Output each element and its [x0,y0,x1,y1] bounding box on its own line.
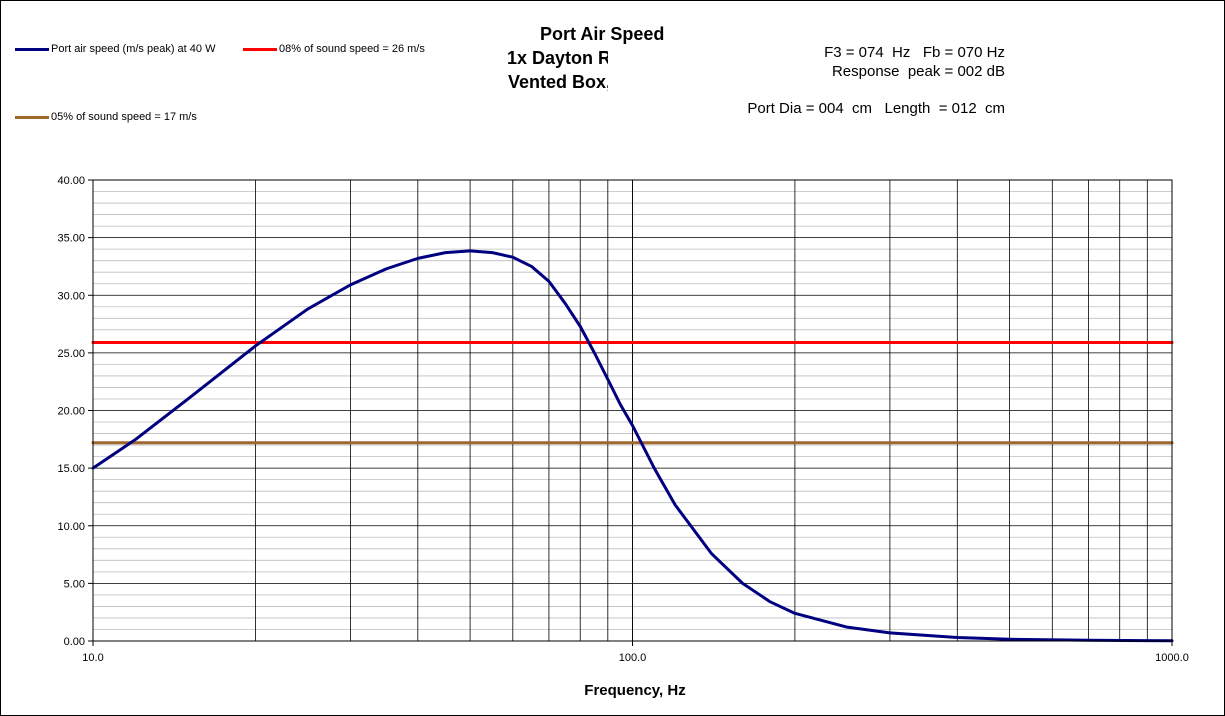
y-tick-label: 40.00 [57,175,85,187]
y-tick-label: 25.00 [57,348,85,360]
y-tick-label: 20.00 [57,406,85,418]
y-tick-label: 30.00 [57,290,85,302]
x-tick-label: 1000.0 [1155,652,1189,664]
legend-swatch [15,115,49,119]
y-tick-label: 35.00 [57,233,85,245]
legend-item-8pct-sound-speed: 08% of sound speed = 26 m/s [243,43,425,55]
series-line-0 [91,249,1174,643]
y-tick-label: 0.00 [64,636,85,648]
x-tick-label: 10.0 [82,652,103,664]
y-tick-label: 15.00 [57,463,85,475]
legend-label: Port air speed (m/s peak) at 40 W [51,43,216,55]
info-f3-fb: F3 = 074 Hz Fb = 070 Hz [824,44,1005,61]
legend-swatch [243,47,277,51]
legend-swatch [15,47,49,51]
legend-label: 05% of sound speed = 17 m/s [51,111,197,123]
x-tick-label: 100.0 [619,652,647,664]
y-tick-label: 10.00 [57,521,85,533]
title-line-1: Port Air Speed [540,24,665,44]
legend-label: 08% of sound speed = 26 m/s [279,43,425,55]
info-port-dims: Port Dia = 004 cm Length = 012 cm [747,100,1005,117]
legend-item-5pct-sound-speed: 05% of sound speed = 17 m/s [15,111,197,123]
info-response-peak: Response peak = 002 dB [831,63,1005,80]
plot-border [92,179,1173,642]
title-line-2: 1x Dayton RS [507,48,624,68]
legend-item-port-air-speed: Port air speed (m/s peak) at 40 W [15,43,215,55]
title-occluder [608,48,718,98]
x-axis-label: Frequency, Hz [584,682,686,699]
y-tick-label: 5.00 [64,578,85,590]
